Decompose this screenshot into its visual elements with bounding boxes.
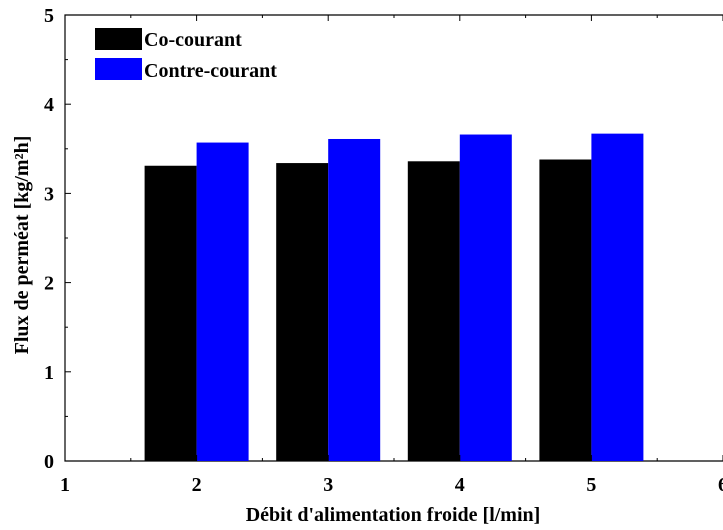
bars — [144, 133, 644, 462]
y-axis-ticks: 0 1 2 3 4 5 — [44, 5, 71, 473]
x-tick-label: 1 — [60, 474, 70, 496]
y-tick-label: 4 — [44, 94, 54, 116]
x-tick-label: 6 — [718, 474, 723, 496]
x-tick-label: 5 — [586, 474, 596, 496]
y-tick-label: 3 — [44, 183, 54, 205]
legend-label-co-courant: Co-courant — [144, 29, 242, 51]
x-tick-label: 4 — [455, 474, 465, 496]
legend-swatch-co-courant — [95, 28, 142, 50]
x-tick-label: 2 — [192, 474, 202, 496]
bar-contre-courant-5 — [591, 133, 644, 462]
legend-label-contre-courant: Contre-courant — [144, 60, 277, 82]
legend-swatch-contre-courant — [95, 58, 142, 80]
x-tick-label: 3 — [323, 474, 333, 496]
y-tick-label: 5 — [44, 5, 54, 27]
bar-co-courant-3 — [276, 163, 329, 461]
bar-co-courant-2 — [144, 165, 197, 462]
y-tick-label: 1 — [44, 362, 54, 384]
x-axis-ticks: 1 2 3 4 5 6 — [60, 15, 723, 496]
bar-contre-courant-4 — [459, 134, 512, 461]
y-tick-label: 0 — [44, 451, 54, 473]
bar-contre-courant-3 — [328, 138, 381, 461]
bar-contre-courant-2 — [196, 142, 249, 461]
bar-co-courant-5 — [539, 159, 592, 461]
bar-co-courant-4 — [407, 161, 460, 461]
x-axis-label: Débit d'alimentation froide [l/min] — [246, 504, 541, 526]
y-axis-label: Flux de perméat [kg/m²h] — [11, 136, 33, 355]
legend: Co-courant Contre-courant — [95, 28, 277, 82]
y-tick-label: 2 — [44, 273, 54, 295]
